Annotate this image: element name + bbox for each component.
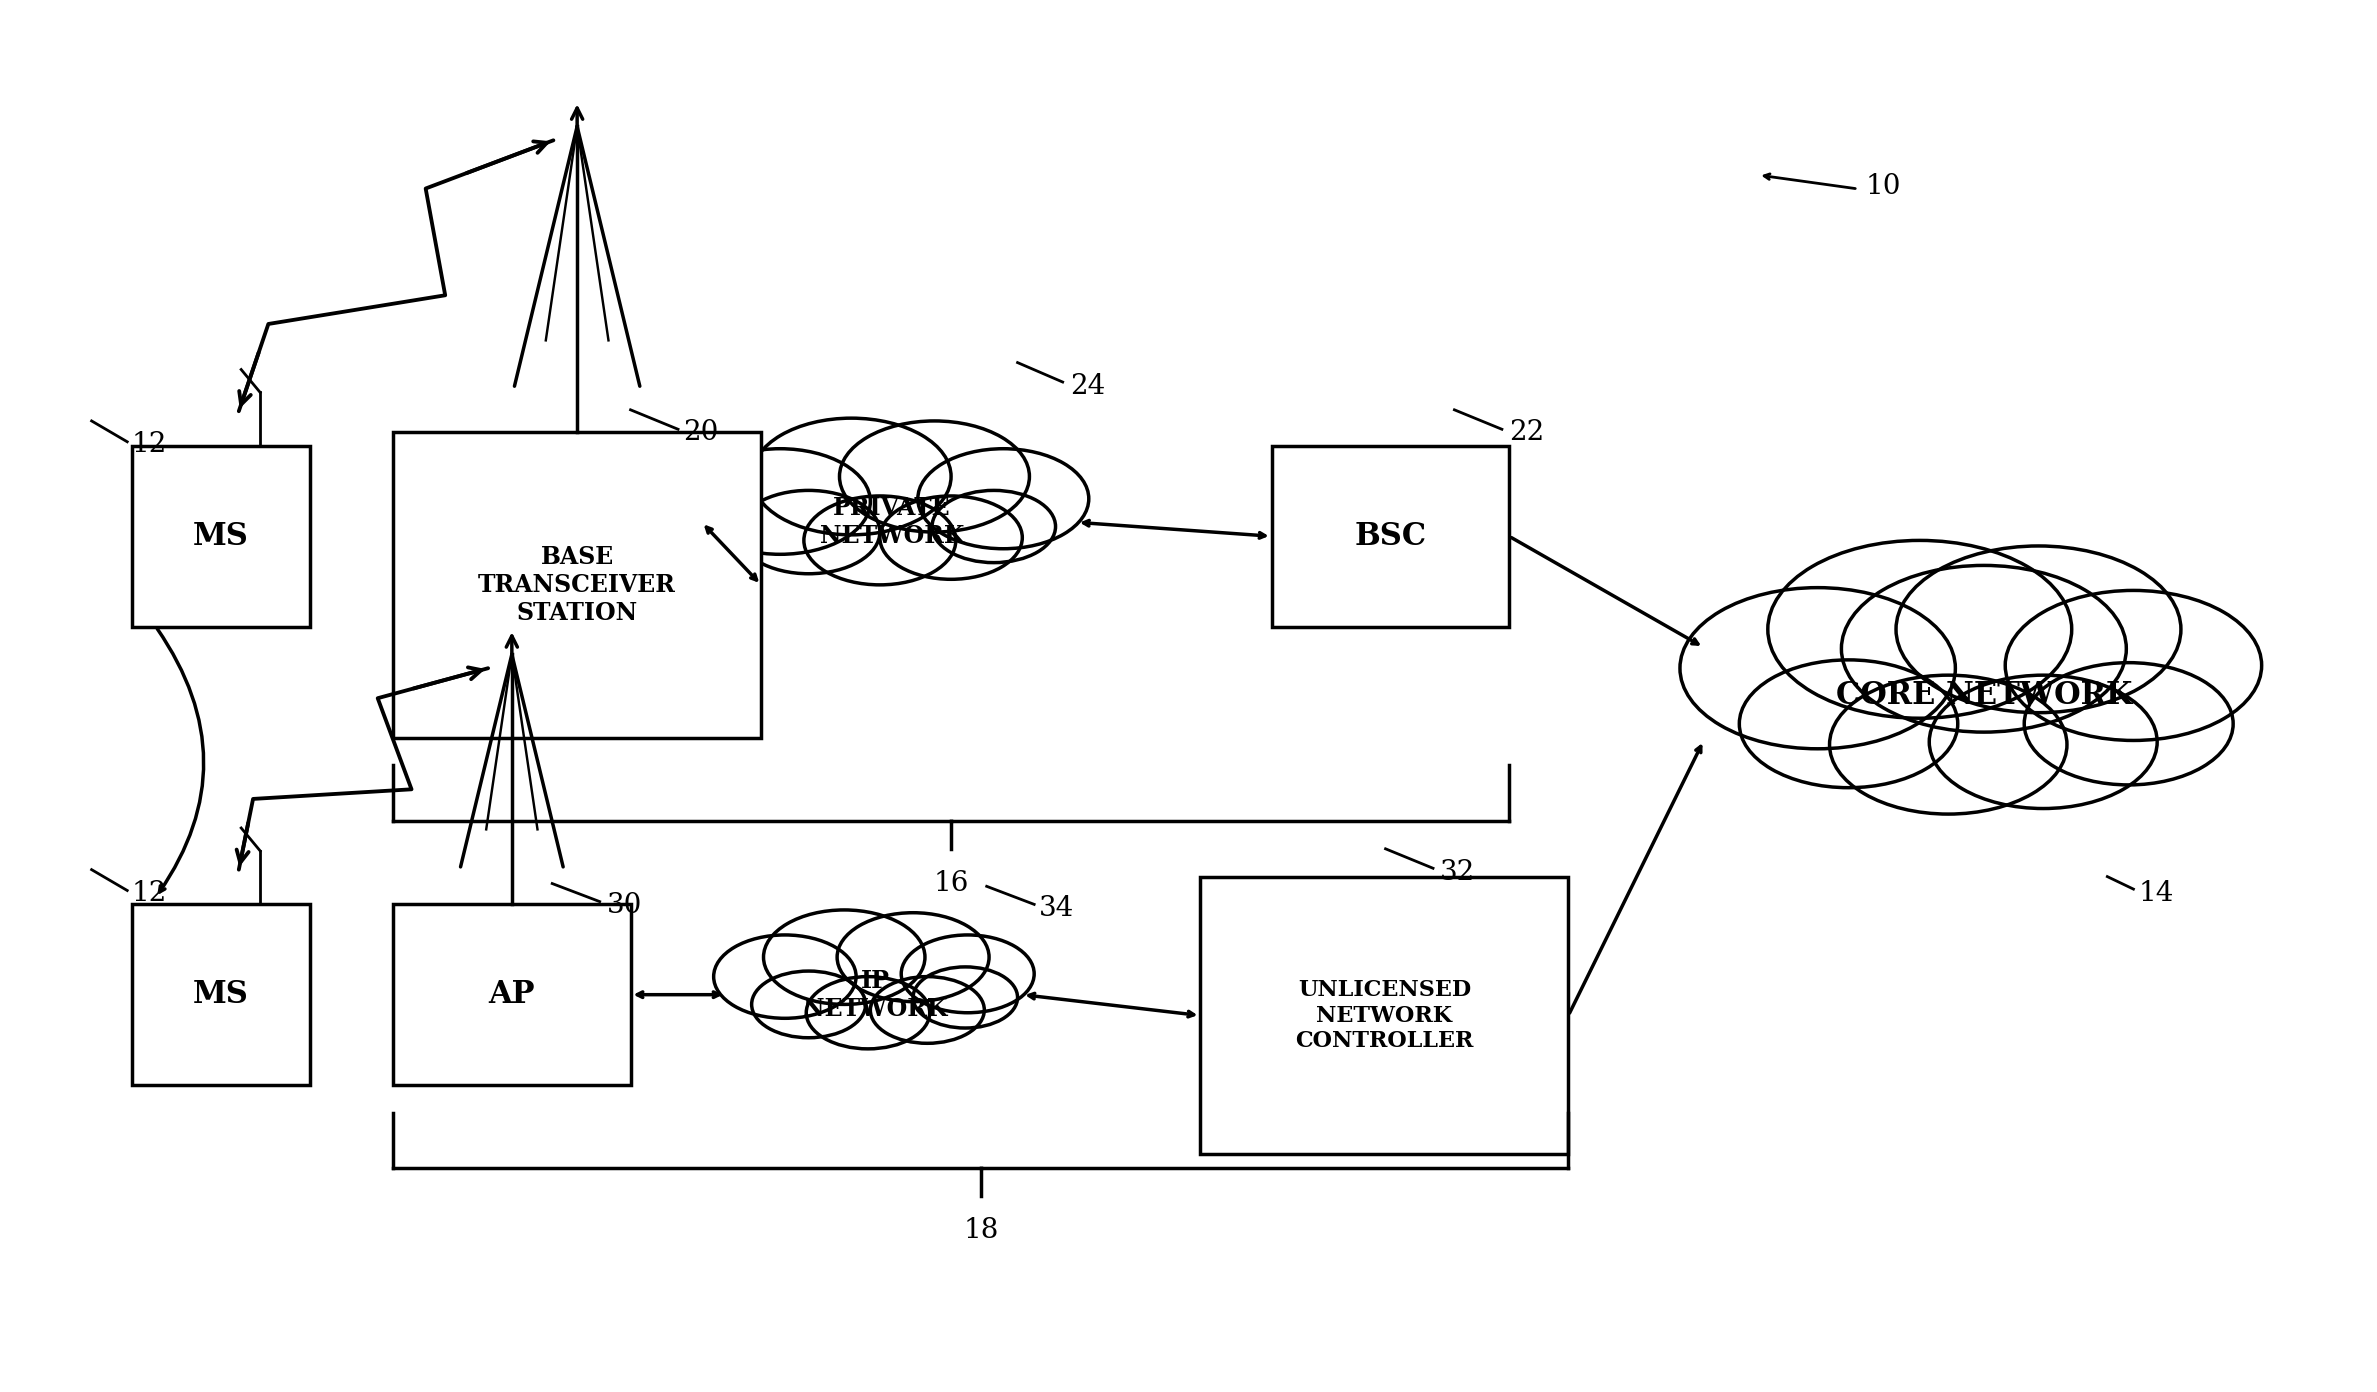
Circle shape (1897, 546, 2182, 713)
Text: 12: 12 (133, 880, 166, 906)
Circle shape (751, 418, 951, 535)
FancyBboxPatch shape (1272, 445, 1509, 626)
FancyBboxPatch shape (392, 432, 761, 738)
Circle shape (751, 972, 865, 1038)
Text: 20: 20 (682, 419, 718, 445)
Circle shape (918, 448, 1089, 548)
FancyBboxPatch shape (133, 445, 309, 626)
Circle shape (1842, 565, 2127, 732)
Circle shape (2025, 663, 2232, 785)
Circle shape (803, 496, 956, 585)
Circle shape (713, 935, 856, 1019)
Text: 32: 32 (1440, 859, 1476, 885)
Circle shape (1740, 660, 1959, 788)
Text: CORE NETWORK: CORE NETWORK (1835, 681, 2132, 711)
Circle shape (901, 935, 1034, 1013)
Circle shape (932, 490, 1055, 562)
Text: UNLICENSED
NETWORK
CONTROLLER: UNLICENSED NETWORK CONTROLLER (1295, 979, 1474, 1052)
Text: IP
NETWORK: IP NETWORK (803, 969, 948, 1020)
Text: 30: 30 (606, 892, 642, 919)
Text: AP: AP (490, 979, 535, 1011)
Text: 12: 12 (133, 432, 166, 458)
Text: MS: MS (193, 521, 250, 551)
FancyBboxPatch shape (1200, 877, 1569, 1154)
Circle shape (1768, 540, 2073, 718)
Text: 22: 22 (1509, 419, 1545, 445)
Circle shape (1830, 675, 2068, 814)
Text: 10: 10 (1866, 173, 1902, 199)
Text: BSC: BSC (1355, 521, 1426, 551)
Circle shape (870, 977, 984, 1044)
FancyBboxPatch shape (392, 905, 630, 1084)
Circle shape (913, 967, 1017, 1029)
Text: PRIVATE
NETWORK: PRIVATE NETWORK (820, 497, 965, 548)
Text: 18: 18 (963, 1217, 998, 1244)
Circle shape (1681, 587, 1956, 749)
Circle shape (879, 496, 1022, 579)
Circle shape (839, 420, 1029, 532)
Circle shape (737, 490, 879, 574)
Text: MS: MS (193, 979, 250, 1011)
Circle shape (806, 977, 929, 1048)
Circle shape (2006, 590, 2261, 741)
Text: 24: 24 (1070, 373, 1105, 400)
Circle shape (763, 910, 925, 1005)
FancyBboxPatch shape (133, 905, 309, 1084)
Circle shape (689, 448, 870, 554)
Text: 16: 16 (934, 870, 970, 896)
Text: BASE
TRANSCEIVER
STATION: BASE TRANSCEIVER STATION (478, 546, 675, 625)
Text: 14: 14 (2139, 880, 2173, 906)
Circle shape (1930, 675, 2158, 809)
Text: 34: 34 (1039, 895, 1074, 922)
Circle shape (837, 913, 989, 1002)
